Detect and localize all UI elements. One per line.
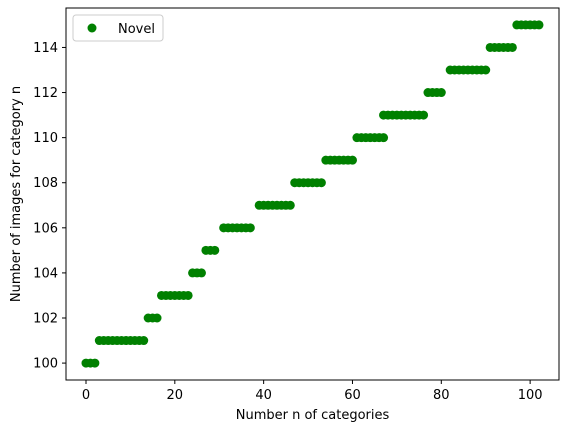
data-point — [507, 42, 517, 52]
x-axis-label: Number n of categories — [236, 408, 390, 423]
data-point — [379, 133, 389, 143]
plot-area — [65, 7, 560, 381]
x-tick-label: 40 — [255, 388, 272, 403]
x-tick-label: 0 — [82, 388, 90, 403]
y-tick-label: 102 — [33, 312, 58, 327]
data-point — [481, 65, 491, 75]
data-point — [316, 178, 326, 188]
legend: Novel — [72, 14, 164, 42]
data-point — [196, 268, 206, 278]
data-point — [534, 20, 544, 30]
data-point — [245, 223, 255, 233]
y-tick-label: 110 — [33, 131, 58, 146]
x-tick-label: 20 — [167, 388, 184, 403]
y-tick-label: 112 — [33, 86, 58, 101]
y-tick-label: 108 — [33, 176, 58, 191]
data-point — [90, 358, 100, 368]
y-tick-label: 104 — [33, 266, 58, 281]
data-point — [152, 313, 162, 323]
y-tick-label: 114 — [33, 41, 58, 56]
legend-label: Novel — [118, 22, 155, 37]
legend-box — [72, 14, 164, 42]
data-point — [419, 110, 429, 120]
data-point — [285, 200, 295, 210]
x-tick-label: 100 — [518, 388, 543, 403]
data-point — [436, 88, 446, 98]
legend-marker — [87, 23, 97, 33]
x-tick-label: 60 — [344, 388, 361, 403]
x-tick-label: 80 — [433, 388, 450, 403]
y-axis: 100 102 104 106 108 110 112 114 — [33, 41, 66, 372]
data-point — [210, 245, 220, 255]
data-point — [347, 155, 357, 165]
y-tick-label: 106 — [33, 221, 58, 236]
data-points — [81, 20, 544, 368]
x-axis: 0 20 40 60 80 100 — [82, 380, 543, 403]
plot-frame — [65, 7, 560, 381]
y-axis-label: Number of images for category n — [9, 86, 24, 302]
data-point — [183, 290, 193, 300]
data-point — [139, 336, 149, 346]
y-tick-label: 100 — [33, 357, 58, 372]
